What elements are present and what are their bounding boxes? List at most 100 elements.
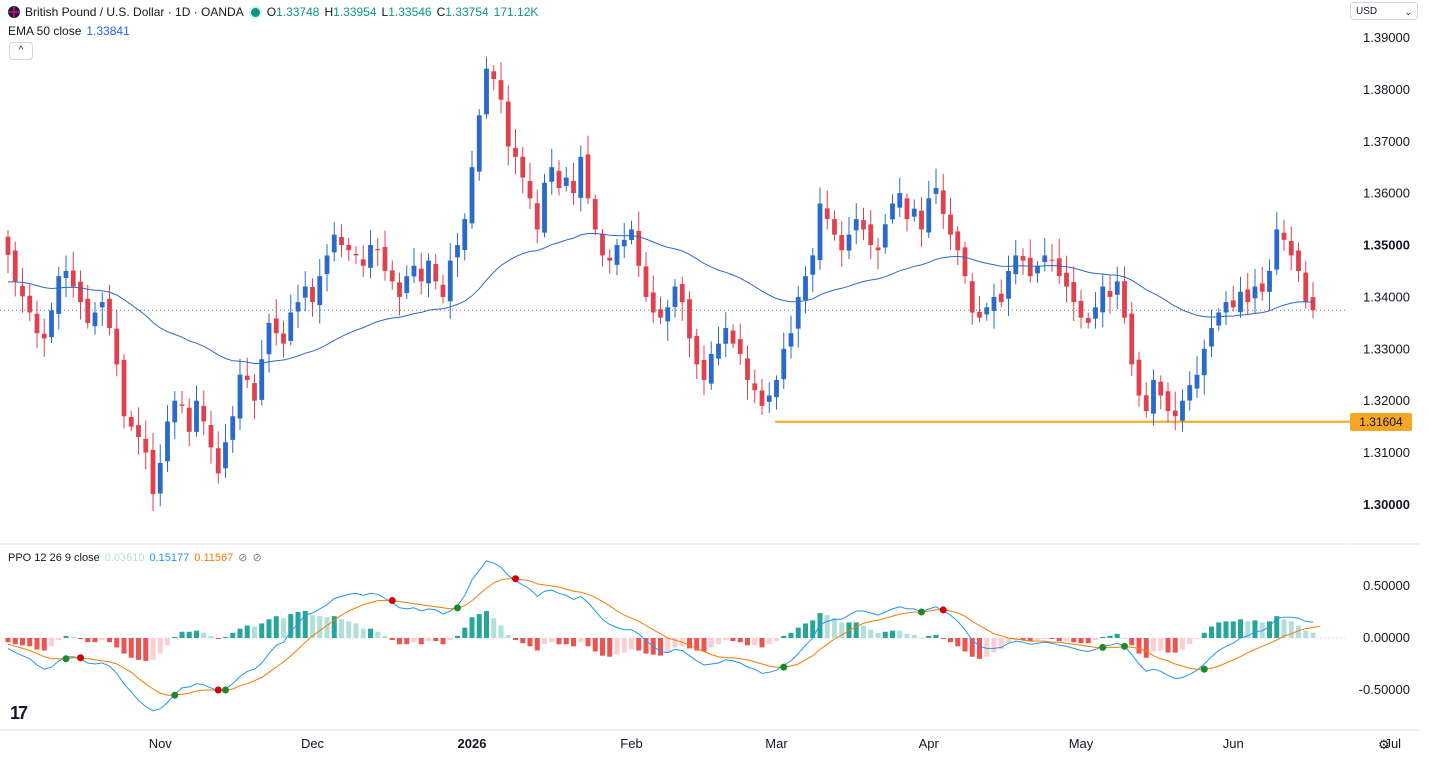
collapse-legend-button[interactable]: ^ [9, 42, 33, 60]
ppo-hist-bar [375, 631, 381, 638]
ppo-hist-bar [1114, 633, 1120, 638]
ppo-hist-bar [832, 618, 837, 638]
ppo-hist-bar [136, 638, 141, 660]
candle-body [1223, 302, 1229, 313]
ppo-hist-bar [397, 638, 402, 645]
ema-50-line [8, 232, 1314, 365]
candle-body [723, 328, 729, 344]
visibility-dot-icon[interactable] [248, 5, 262, 19]
ppo-hist-bar [629, 638, 634, 650]
candle-body [868, 224, 874, 246]
candle-body [179, 404, 185, 406]
chevron-down-icon: ⌄ [1404, 7, 1412, 17]
candle-body [1172, 410, 1178, 417]
ppo-hist-bar [310, 615, 315, 638]
ppo-eye-icon[interactable]: ⊘ [238, 552, 248, 564]
candle-body [940, 190, 946, 214]
ppo-hist-bar [977, 638, 982, 659]
settings-gear-icon[interactable]: ⚙ [1378, 737, 1390, 752]
candle-body [85, 298, 91, 323]
candle-body [969, 281, 975, 313]
candle-body [1027, 257, 1033, 277]
candle-body [752, 383, 758, 391]
ppo-hist-bar [592, 638, 598, 652]
ppo-hist-bar [1267, 621, 1272, 638]
candle-body [462, 219, 468, 251]
ppo-hist-bar [1006, 638, 1011, 644]
candle-body [1252, 286, 1258, 299]
candle-body [317, 276, 323, 306]
candle-body [1100, 286, 1106, 313]
ppo-hist-bar [520, 638, 526, 644]
ppo-hide-icon[interactable]: ⊘ [252, 552, 262, 564]
candle-body [1143, 395, 1149, 412]
candle-body [389, 270, 395, 282]
ema-legend[interactable]: EMA 50 close 1.33841 [8, 24, 130, 38]
ppo-hist-bar [563, 638, 569, 645]
ema-value: 1.33841 [86, 24, 130, 38]
ppo-hist-bar [527, 638, 533, 647]
ppo-hist-bar [904, 633, 910, 638]
x-tick-label: Jul [1384, 736, 1401, 751]
candle-body [360, 259, 366, 266]
ppo-hist-bar [1035, 638, 1040, 641]
candle-body [1303, 272, 1309, 303]
candle-body [447, 260, 453, 302]
ppo-hist-bar [897, 630, 903, 638]
ppo-hist-bar [476, 614, 482, 638]
ppo-hist-bar [353, 623, 359, 638]
ppo-hist-bar [1151, 638, 1156, 652]
ppo-hist-bar [600, 638, 605, 656]
currency-select[interactable]: USD ⌄ [1350, 2, 1418, 20]
ohlc-open: O1.33748 [266, 5, 320, 19]
ppo-hist-bar [194, 630, 199, 638]
candle-body [107, 298, 112, 329]
ppo-hist-bar [919, 638, 924, 639]
ppo-hist-bar [288, 614, 294, 638]
ppo-hist-bar [621, 638, 627, 653]
ohlc-high: H1.33954 [324, 5, 377, 19]
ppo-hist-bar [505, 634, 511, 638]
candle-body [12, 250, 18, 282]
ppo-hist-bar [34, 638, 40, 650]
candle-body [614, 245, 620, 265]
ppo-hist-bar [766, 638, 772, 645]
candle-body [520, 156, 526, 178]
candle-body [716, 343, 721, 359]
ppo-hist-bar [991, 638, 997, 653]
ppo-hist-bar [1122, 638, 1127, 639]
ppo-hist-bar [157, 638, 163, 654]
candles [5, 56, 1316, 512]
y-tick-label: 1.35000 [1363, 238, 1410, 253]
ppo-hist-bar [911, 634, 917, 638]
volume-value: 171.12K [493, 5, 539, 19]
ppo-hist-bar [273, 616, 279, 638]
ppo-hist-bar [542, 638, 547, 645]
x-tick-label: May [1069, 736, 1094, 751]
ppo-hist-bar [63, 635, 69, 638]
candle-body [1274, 229, 1280, 270]
ppo-hist-bar [56, 638, 62, 641]
tradingview-logo-icon[interactable]: 17 [10, 703, 28, 723]
ppo-hist-bar [281, 618, 286, 638]
symbol-legend: British Pound / U.S. Dollar · 1D · OANDA… [8, 5, 538, 19]
candle-body [897, 193, 903, 208]
candle-body [839, 235, 845, 251]
ppo-hist-bar [984, 638, 990, 657]
ppo-crossover-dot [77, 654, 84, 662]
ppo-hist-bar [49, 638, 54, 647]
candle-body [99, 302, 105, 308]
ppo-hist-bar [259, 623, 265, 638]
ppo-hist-bar [455, 635, 460, 638]
ppo-hist-bar [607, 638, 613, 657]
ppo-crossover-dot [512, 575, 519, 583]
candle-body [1238, 291, 1243, 313]
ppo-hist-bar [534, 638, 540, 651]
candle-body [607, 257, 613, 261]
candle-body [244, 375, 250, 380]
x-tick-label: Dec [301, 736, 325, 751]
ppo-legend[interactable]: PPO 12 26 9 close 0.03610 0.15177 0.1156… [8, 551, 262, 565]
ppo-signal-value: 0.11567 [194, 551, 234, 564]
candle-body [665, 307, 671, 322]
